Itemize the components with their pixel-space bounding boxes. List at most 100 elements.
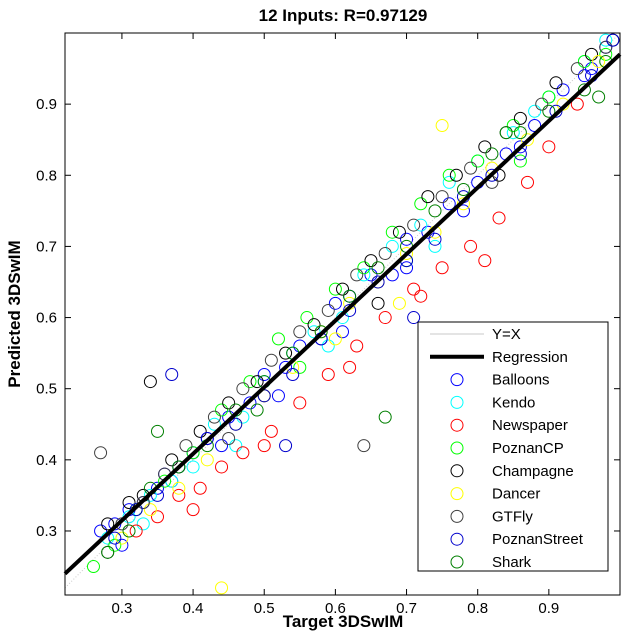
data-point — [513, 154, 527, 168]
data-point — [435, 261, 449, 275]
data-point — [250, 403, 264, 417]
data-point — [215, 460, 229, 474]
data-point — [400, 232, 414, 246]
data-point — [385, 225, 399, 239]
data-point — [357, 268, 371, 282]
data-point — [442, 168, 456, 182]
series-newspaper — [129, 97, 584, 538]
data-point — [122, 496, 136, 510]
data-point — [215, 581, 229, 595]
data-point — [400, 261, 414, 275]
legend: Y=X Regression Balloons Kendo Newspaper Pozna… — [417, 321, 609, 572]
data-point — [307, 325, 321, 339]
data-point — [271, 389, 285, 403]
data-point — [556, 83, 570, 97]
y-tick-label: 0.6 — [36, 310, 57, 327]
legend-box — [417, 321, 609, 572]
data-point — [286, 367, 300, 381]
data-point — [364, 254, 378, 268]
data-point — [165, 367, 179, 381]
data-point — [521, 133, 534, 147]
legend-label: GTFly — [492, 508, 533, 525]
data-point — [357, 439, 371, 453]
legend-label: Champagne — [492, 463, 574, 480]
data-point — [485, 168, 499, 182]
data-point — [293, 325, 307, 339]
data-point — [492, 211, 506, 225]
series-shark — [101, 54, 613, 559]
data-point — [428, 239, 442, 253]
data-point — [350, 268, 364, 282]
data-point — [101, 517, 115, 531]
data-point — [371, 296, 385, 310]
data-point — [513, 111, 527, 125]
data-point — [407, 218, 421, 232]
data-point — [86, 560, 100, 574]
data-point — [357, 261, 371, 275]
data-point — [200, 431, 214, 445]
data-point — [407, 311, 421, 325]
data-point — [293, 396, 307, 410]
data-point — [606, 33, 620, 47]
data-point — [307, 318, 321, 332]
data-point — [542, 104, 556, 118]
data-point — [392, 225, 406, 239]
data-point — [122, 524, 136, 538]
data-point — [471, 154, 485, 168]
data-point — [343, 289, 357, 303]
data-point — [350, 339, 364, 353]
data-point — [328, 282, 342, 296]
chart-title: 12 Inputs: R=0.97129 — [259, 6, 428, 25]
series-poznancp — [86, 47, 613, 574]
x-tick-label: 0.7 — [396, 600, 417, 617]
data-point — [478, 254, 492, 268]
data-point — [435, 118, 449, 132]
data-point — [236, 410, 250, 424]
legend-label: PoznanCP — [492, 440, 564, 457]
data-point — [513, 126, 527, 140]
data-point — [151, 424, 164, 438]
data-point — [478, 140, 492, 154]
data-point — [528, 118, 542, 132]
x-tick-label: 0.9 — [538, 600, 559, 617]
data-point — [336, 325, 349, 339]
data-point — [264, 353, 278, 367]
data-point — [151, 510, 164, 524]
y-tick-label: 0.7 — [36, 238, 57, 255]
data-point — [136, 496, 150, 510]
data-point — [599, 40, 613, 54]
data-point — [215, 403, 229, 417]
data-point — [165, 453, 179, 467]
data-point — [321, 367, 335, 381]
data-point — [143, 488, 157, 502]
data-point — [143, 375, 157, 389]
data-point — [321, 303, 335, 317]
data-point — [549, 76, 563, 90]
data-point — [279, 439, 293, 453]
data-point — [94, 446, 108, 460]
legend-marker — [450, 487, 464, 501]
data-point — [378, 247, 392, 261]
data-point — [456, 183, 470, 197]
data-point — [428, 204, 442, 218]
legend-label: Y=X — [492, 326, 521, 343]
data-point — [464, 161, 478, 175]
data-point — [101, 545, 115, 559]
data-point — [328, 332, 342, 346]
legend-marker — [450, 418, 464, 432]
legend-label: Shark — [492, 554, 532, 571]
data-point — [279, 346, 293, 360]
data-point — [592, 90, 606, 104]
data-point — [506, 118, 520, 132]
data-point — [207, 417, 221, 431]
data-point — [108, 538, 122, 552]
data-point — [300, 311, 314, 325]
regression-line-group — [63, 52, 622, 576]
data-point — [186, 446, 200, 460]
plot-frame — [64, 32, 621, 596]
legend-label: Balloons — [492, 372, 550, 389]
legend-marker — [450, 373, 464, 387]
data-point — [449, 168, 463, 182]
data-point — [371, 275, 385, 289]
data-point — [570, 97, 584, 111]
